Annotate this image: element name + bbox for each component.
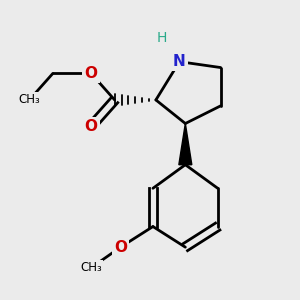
Text: O: O xyxy=(85,119,98,134)
Polygon shape xyxy=(179,124,192,165)
Text: CH₃: CH₃ xyxy=(80,261,102,274)
Text: H: H xyxy=(157,31,167,45)
Text: CH₃: CH₃ xyxy=(18,93,40,106)
Text: O: O xyxy=(85,66,98,81)
Text: O: O xyxy=(114,240,127,255)
Text: N: N xyxy=(173,54,186,69)
